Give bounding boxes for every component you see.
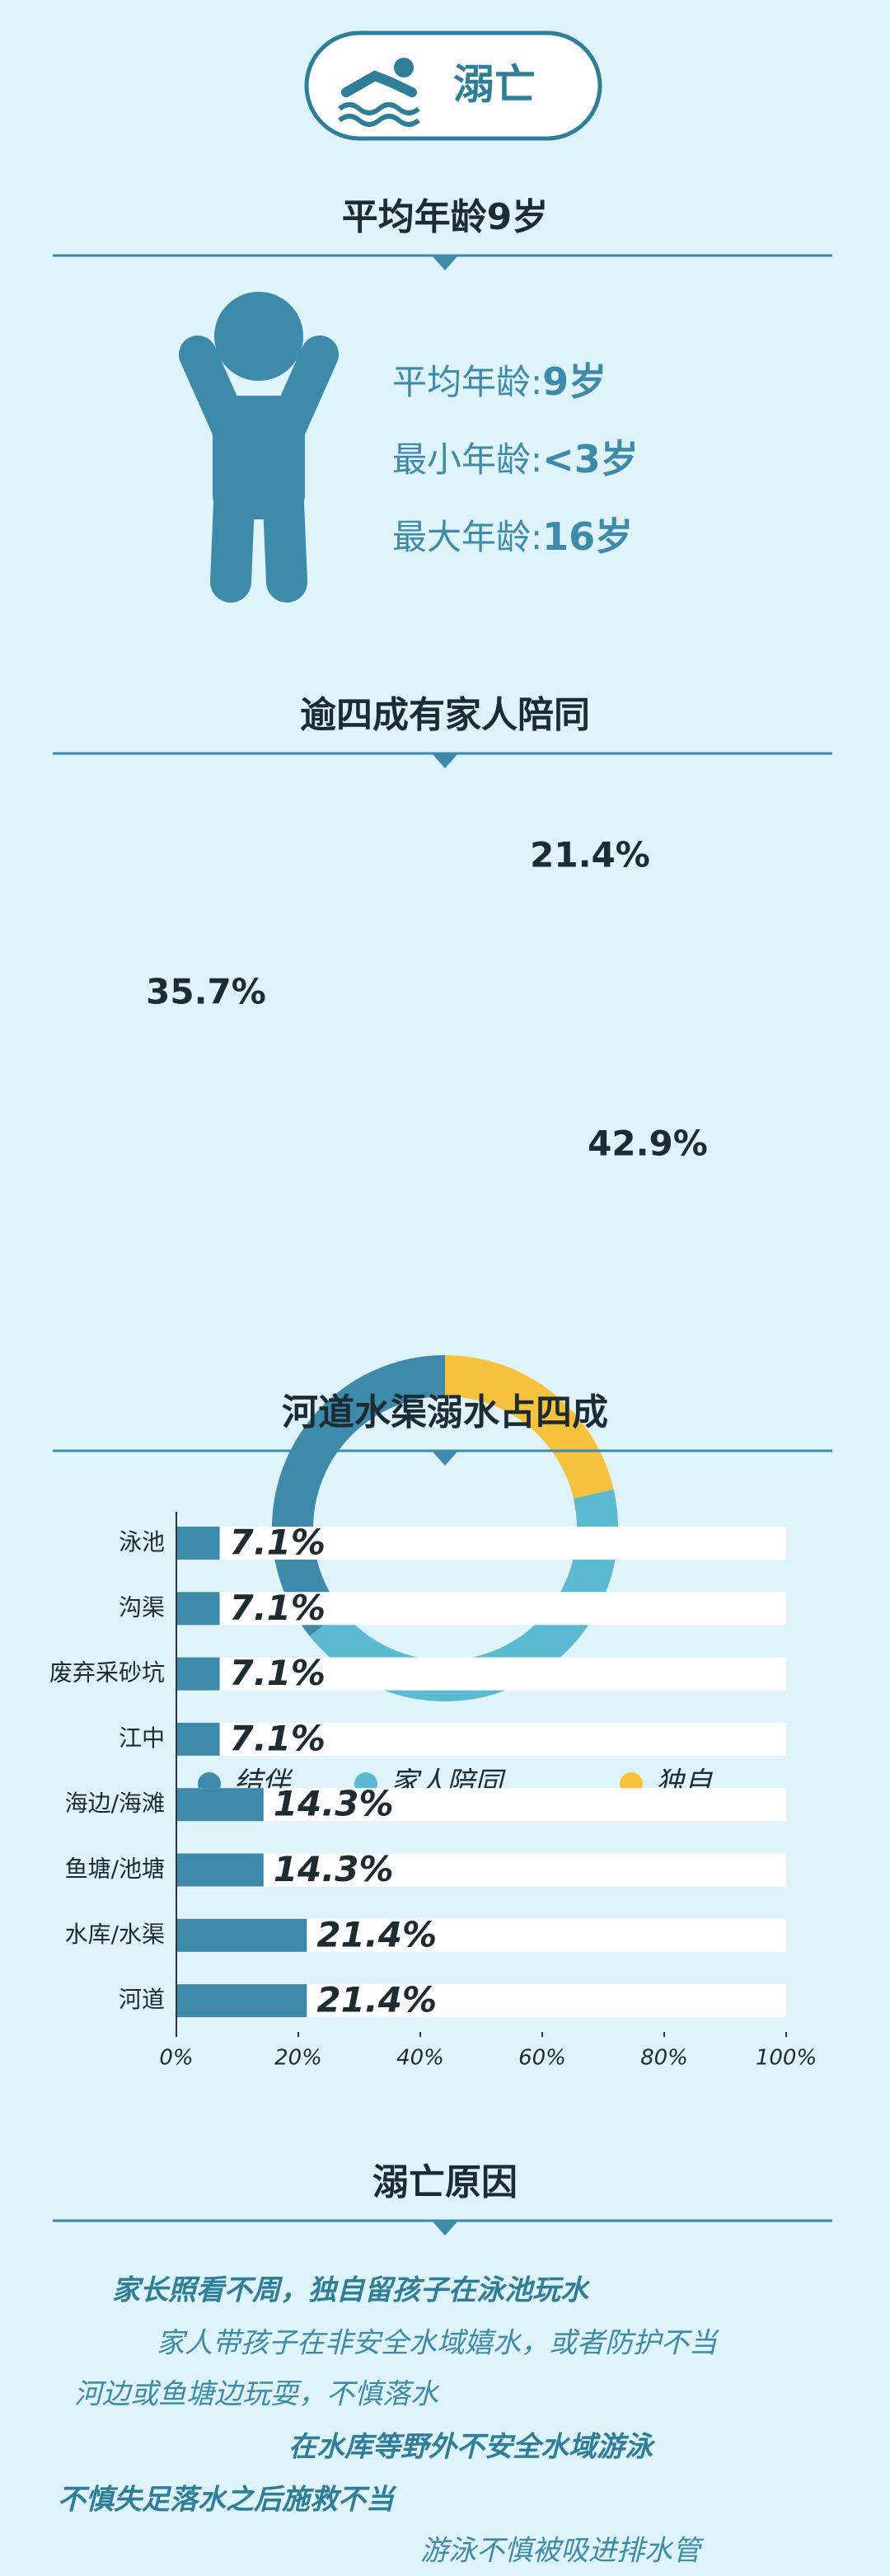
category-label: 鱼塘/池塘: [65, 1856, 165, 1883]
donut-segment: [309, 1489, 618, 1701]
reason-text: 在水库等野外不安全水域游泳: [288, 2431, 656, 2464]
section-title: 溺亡原因: [372, 2161, 518, 2203]
bar-value-label: 21.4%: [316, 1980, 437, 2020]
bar: [176, 1527, 220, 1560]
donut-segment: [445, 1355, 614, 1499]
x-tick-label: 0%: [159, 2046, 193, 2071]
reason-text: 河边或鱼塘边玩耍，不慎落水: [74, 2378, 440, 2411]
bar: [176, 1592, 220, 1626]
age-stat-label: 最大年龄:: [392, 517, 542, 557]
category-label: 河道: [119, 1986, 165, 2013]
donut-value-label: 35.7%: [146, 972, 266, 1012]
bar-value-label: 21.4%: [316, 1914, 437, 1954]
bar-track: [176, 1853, 786, 1887]
category-label: 泳池: [119, 1528, 165, 1555]
donut-segment: [272, 1355, 445, 1636]
section-pointer: [432, 1451, 458, 1466]
age-stat: 平均年龄:9岁: [392, 359, 607, 404]
section-title: 平均年龄9岁: [342, 196, 549, 238]
age-stat-value: <3岁: [542, 437, 639, 481]
x-tick-label: 20%: [274, 2046, 322, 2071]
x-tick-label: 80%: [640, 2046, 688, 2071]
x-tick-label: 60%: [518, 2046, 566, 2071]
age-stat: 最大年龄:16岁: [392, 514, 633, 559]
bar: [176, 1853, 264, 1887]
age-stat: 最小年龄:<3岁: [392, 437, 639, 481]
bar-track: [176, 1788, 786, 1822]
bar-value-label: 7.1%: [230, 1718, 326, 1758]
bar: [176, 1788, 264, 1822]
category-label: 水库/水渠: [65, 1921, 165, 1948]
header-pill: 溺亡: [304, 30, 602, 141]
age-stat-value: 16岁: [542, 514, 633, 559]
category-label: 废弃采砂坑: [49, 1659, 165, 1687]
age-stat-label: 平均年龄:: [392, 362, 542, 402]
person-icon: [179, 292, 339, 603]
x-tick-label: 40%: [396, 2046, 444, 2071]
bar: [176, 1722, 220, 1756]
bar-track: [176, 1527, 786, 1560]
bar: [176, 1918, 307, 1952]
header-title: 溺亡: [453, 61, 536, 109]
reason-text: 家长照看不周，独自留孩子在泳池玩水: [112, 2274, 591, 2307]
reason-text: 不慎失足落水之后施救不当: [58, 2484, 397, 2517]
bar-value-label: 7.1%: [230, 1588, 326, 1628]
donut-value-label: 42.9%: [588, 1124, 708, 1164]
section-pointer: [432, 753, 458, 768]
swim-icon: [338, 58, 420, 127]
category-label: 沟渠: [119, 1593, 165, 1621]
section-pointer: [432, 2221, 458, 2236]
age-stat-value: 9岁: [542, 359, 607, 404]
x-tick-label: 100%: [756, 2046, 817, 2071]
bar-value-label: 7.1%: [230, 1523, 326, 1563]
bar-value-label: 7.1%: [230, 1653, 326, 1693]
reason-text: 游泳不慎被吸进排水管: [420, 2535, 705, 2568]
bar: [176, 1984, 307, 2018]
section-title: 河道水渠溺水占四成: [282, 1391, 608, 1433]
reason-text: 家人带孩子在非安全水域嬉水，或者防护不当: [157, 2327, 719, 2360]
category-label: 江中: [119, 1724, 165, 1752]
age-stat-label: 最小年龄:: [392, 439, 542, 480]
bar: [176, 1657, 220, 1691]
bar-track: [176, 1657, 786, 1691]
section-title: 逾四成有家人陪同: [300, 694, 590, 736]
category-label: 海边/海滩: [65, 1790, 165, 1817]
bar-track: [176, 1722, 786, 1756]
pill: [304, 30, 602, 141]
donut-value-label: 21.4%: [530, 835, 650, 875]
bar-value-label: 14.3%: [274, 1784, 394, 1824]
section-pointer: [432, 256, 458, 270]
bar-value-label: 14.3%: [274, 1849, 394, 1889]
bar-track: [176, 1592, 786, 1626]
